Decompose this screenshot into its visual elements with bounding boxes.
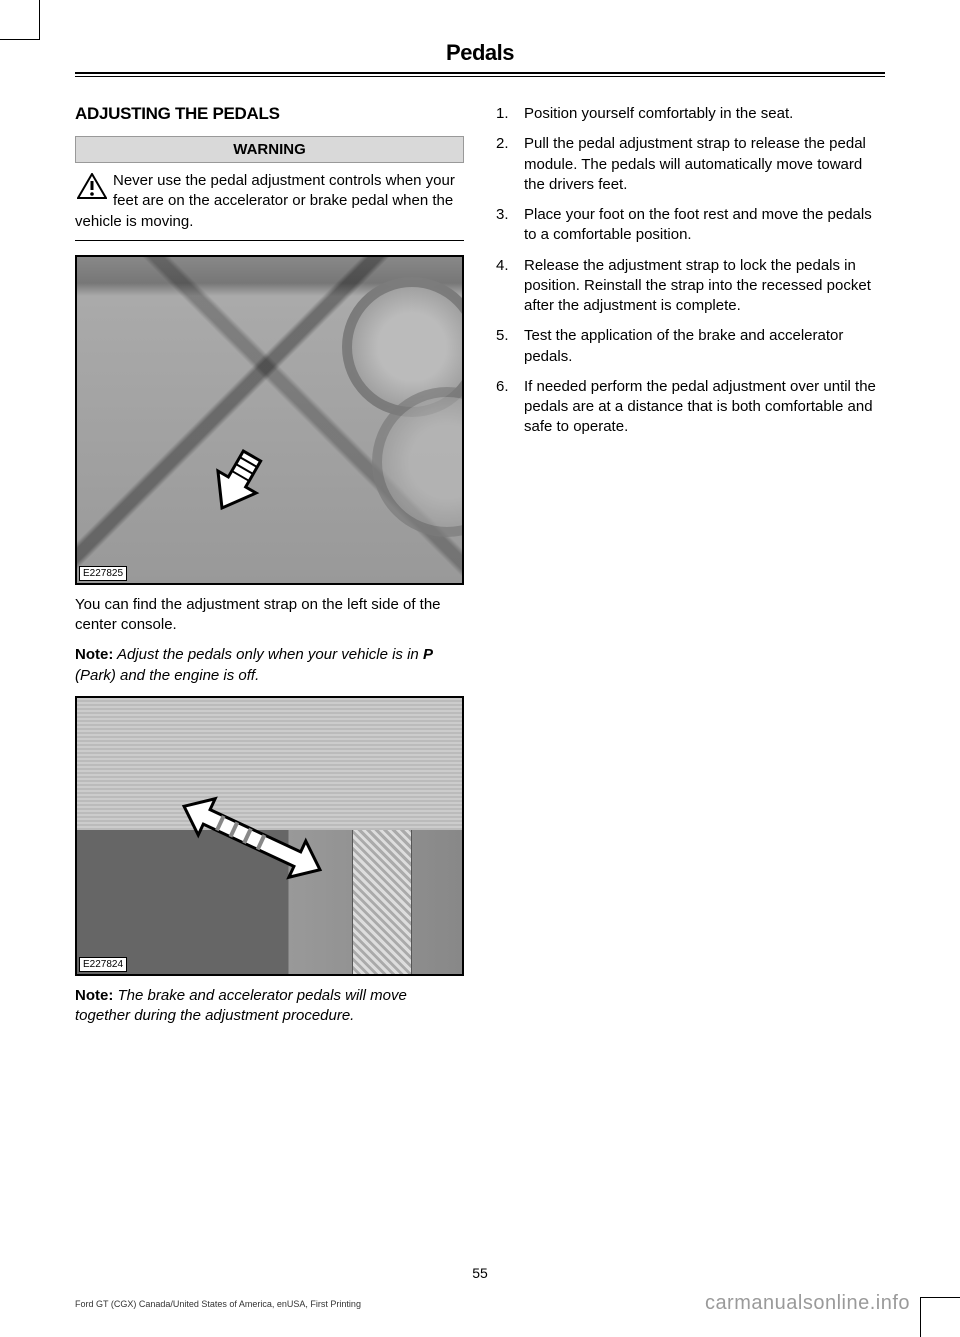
note-label: Note: (75, 646, 113, 663)
figure-label: E227825 (79, 566, 127, 581)
warning-triangle-icon (77, 173, 107, 205)
warning-heading: WARNING (75, 136, 464, 163)
footer-publication-info: Ford GT (CGX) Canada/United States of Am… (75, 1299, 361, 1309)
note-bold-p: P (423, 646, 433, 663)
crop-mark-top-left (0, 0, 40, 40)
arrow-down-icon (207, 447, 267, 521)
step-3: Place your foot on the foot rest and mov… (496, 205, 885, 246)
warning-text: Never use the pedal adjustment controls … (75, 172, 455, 230)
paragraph-strap-location: You can find the adjustment strap on the… (75, 595, 464, 636)
note-move-together: Note: The brake and accelerator pedals w… (75, 986, 464, 1027)
figure-pedal-strap-location: E227825 (75, 255, 464, 585)
figure-label: E227824 (79, 957, 127, 972)
step-5: Test the application of the brake and ac… (496, 326, 885, 367)
note-park: Note: Adjust the pedals only when your v… (75, 645, 464, 686)
left-column: ADJUSTING THE PEDALS WARNING Never use t… (75, 104, 464, 1036)
crop-mark-bottom-right (920, 1297, 960, 1337)
warning-body: Never use the pedal adjustment controls … (75, 163, 464, 240)
chapter-title: Pedals (75, 40, 885, 66)
step-2: Pull the pedal adjustment strap to relea… (496, 134, 885, 195)
step-6: If needed perform the pedal adjustment o… (496, 377, 885, 438)
note-label: Note: (75, 987, 113, 1004)
page-number: 55 (0, 1265, 960, 1281)
note-text-1b: (Park) and the engine is off. (75, 667, 259, 684)
warning-box: WARNING Never use the pedal adjustment c… (75, 136, 464, 241)
section-title: ADJUSTING THE PEDALS (75, 104, 464, 124)
note-text-1a: Adjust the pedals only when your vehicle… (113, 646, 423, 663)
adjustment-steps: Position yourself comfortably in the sea… (496, 104, 885, 438)
step-4: Release the adjustment strap to lock the… (496, 256, 885, 317)
figure-pedal-movement: E227824 (75, 696, 464, 976)
page-header: Pedals (75, 40, 885, 74)
arrow-bidirectional-icon (172, 793, 332, 887)
right-column: Position yourself comfortably in the sea… (496, 104, 885, 1036)
step-1: Position yourself comfortably in the sea… (496, 104, 885, 124)
note-text-2: The brake and accelerator pedals will mo… (75, 987, 407, 1024)
footer-watermark: carmanualsonline.info (705, 1292, 910, 1315)
